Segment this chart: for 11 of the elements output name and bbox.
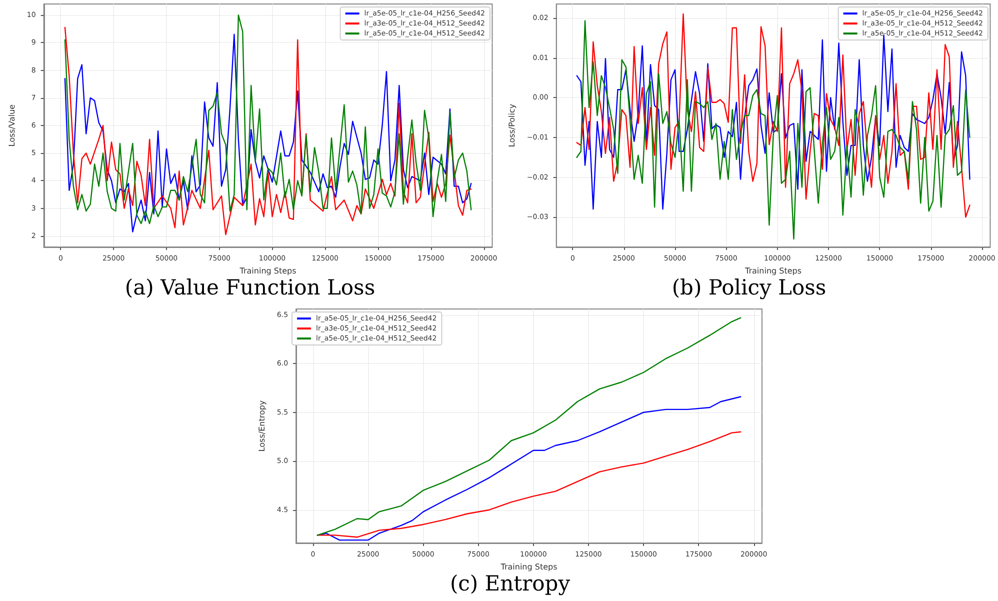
y-axis-title: Loss/Value [8,104,16,147]
x-axis-title: Training Steps [500,562,558,572]
x-axis-title: Training Steps [238,266,296,276]
x-axis-title: Training Steps [744,266,802,276]
line-series [316,431,742,538]
y-axis-title: Loss/Policy [508,104,516,148]
text: (a) Value Function Loss [124,276,376,300]
text: (b) Policy Loss [672,276,826,300]
line-series [316,317,742,536]
y-axis-title: Loss/Entropy [258,400,266,452]
text: (c) Entropy [450,572,570,596]
